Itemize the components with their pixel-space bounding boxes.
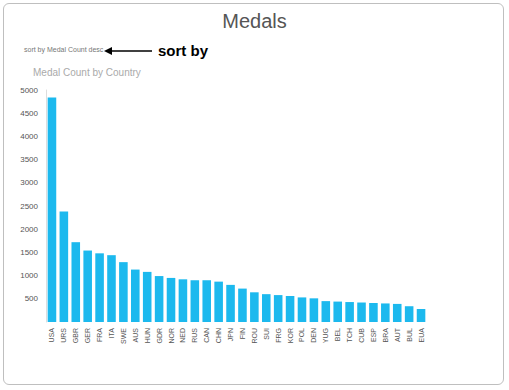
svg-text:3000: 3000 <box>20 178 38 187</box>
svg-text:CHN: CHN <box>215 328 222 343</box>
svg-text:ROU: ROU <box>251 328 258 344</box>
svg-text:EUA: EUA <box>418 328 425 343</box>
svg-text:FRA: FRA <box>96 328 103 342</box>
svg-text:GBR: GBR <box>72 328 79 343</box>
svg-text:NED: NED <box>179 328 186 343</box>
svg-text:HUN: HUN <box>144 328 151 343</box>
svg-text:BUL: BUL <box>406 328 413 342</box>
svg-text:CUB: CUB <box>358 328 365 343</box>
svg-text:BEL: BEL <box>334 328 341 341</box>
svg-text:AUT: AUT <box>394 327 401 342</box>
svg-text:sort by: sort by <box>158 42 209 59</box>
svg-text:4500: 4500 <box>20 109 38 118</box>
svg-text:2500: 2500 <box>20 202 38 211</box>
svg-text:ESP: ESP <box>370 328 377 342</box>
svg-text:YUG: YUG <box>322 328 329 343</box>
svg-text:2000: 2000 <box>20 225 38 234</box>
svg-text:FIN: FIN <box>239 328 246 339</box>
svg-text:4000: 4000 <box>20 132 38 141</box>
svg-text:Medals: Medals <box>222 10 286 32</box>
svg-text:USA: USA <box>48 328 55 343</box>
svg-text:URS: URS <box>60 328 67 343</box>
svg-text:GDR: GDR <box>156 328 163 344</box>
svg-text:SUI: SUI <box>263 328 270 340</box>
svg-text:1000: 1000 <box>20 271 38 280</box>
svg-text:NOR: NOR <box>168 328 175 344</box>
svg-text:AUS: AUS <box>132 328 139 343</box>
svg-text:POL: POL <box>298 328 305 342</box>
svg-text:500: 500 <box>25 294 39 303</box>
svg-text:sort by Medal Count desc: sort by Medal Count desc <box>24 46 104 54</box>
svg-text:SWE: SWE <box>120 328 127 344</box>
svg-text:ITA: ITA <box>108 328 115 339</box>
svg-text:CAN: CAN <box>203 328 210 343</box>
svg-text:FRG: FRG <box>275 328 282 343</box>
svg-text:3500: 3500 <box>20 155 38 164</box>
svg-text:5000: 5000 <box>20 86 38 95</box>
svg-text:1500: 1500 <box>20 248 38 257</box>
svg-text:KOR: KOR <box>287 328 294 343</box>
svg-text:Medal Count by Country: Medal Count by Country <box>33 67 141 78</box>
svg-text:DEN: DEN <box>310 328 317 343</box>
svg-text:GER: GER <box>84 328 91 343</box>
svg-text:JPN: JPN <box>227 328 234 341</box>
svg-text:BRA: BRA <box>382 328 389 343</box>
svg-text:RUS: RUS <box>191 328 198 343</box>
svg-text:TCH: TCH <box>346 328 353 342</box>
